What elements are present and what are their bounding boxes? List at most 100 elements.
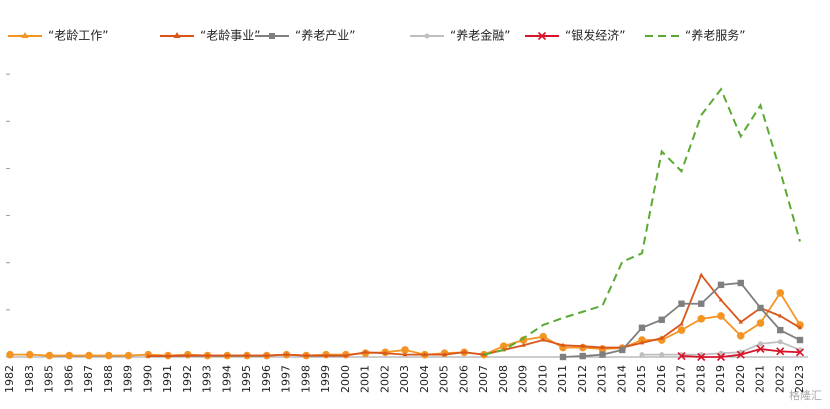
point (323, 353, 329, 358)
x-tick-label: 2005 (438, 365, 451, 393)
point (104, 351, 113, 360)
point (718, 297, 724, 302)
point (560, 342, 566, 347)
point (756, 319, 765, 327)
point (25, 350, 34, 359)
point (699, 272, 704, 277)
point (638, 324, 646, 331)
x-tick-label: 2015 (635, 365, 648, 393)
x-tick-label: 1987 (82, 365, 95, 393)
x-tick-label: 2013 (596, 365, 609, 393)
x-tick-label: 1982 (3, 365, 16, 393)
point (778, 313, 783, 318)
point (697, 315, 706, 323)
legend-label: “银发经济” (565, 28, 625, 43)
point (401, 346, 409, 354)
point (600, 345, 605, 350)
x-tick-label: 2011 (556, 365, 569, 393)
legend-marker (269, 33, 275, 39)
point (658, 316, 665, 323)
x-tick-label: 1991 (161, 365, 174, 393)
point (698, 300, 705, 307)
x-tick-label: 2022 (773, 365, 786, 393)
watermark: 格隆汇 (789, 388, 822, 402)
point (85, 351, 93, 360)
point (777, 339, 783, 345)
point (521, 342, 526, 347)
point (65, 351, 74, 360)
x-tick-label: 2012 (576, 365, 589, 393)
x-tick-label: 1992 (181, 365, 194, 393)
point (678, 300, 685, 307)
point (579, 352, 586, 360)
point (776, 347, 785, 356)
x-tick-label: 1990 (141, 365, 154, 393)
point (756, 344, 765, 354)
x-tick-label: 2021 (754, 365, 767, 393)
point (363, 349, 368, 354)
point (539, 332, 548, 341)
point (124, 351, 133, 360)
x-tick-label: 2006 (457, 365, 470, 393)
point (284, 352, 289, 357)
x-tick-label: 1993 (201, 365, 214, 393)
point (639, 352, 645, 358)
x-tick-label: 2020 (734, 365, 747, 393)
x-tick-label: 1998 (299, 365, 312, 393)
point (717, 281, 725, 289)
x-tick-label: 2002 (378, 365, 391, 393)
point (599, 351, 606, 358)
legend-item: “养老服务” (645, 28, 745, 43)
point (264, 353, 269, 358)
series-line (562, 282, 801, 358)
point (619, 346, 626, 354)
x-tick-label: 1995 (240, 365, 253, 393)
point (580, 343, 585, 348)
x-tick-label: 2023 (793, 365, 806, 393)
point (541, 337, 546, 342)
x-tick-label: 1983 (23, 365, 36, 393)
point (738, 319, 743, 324)
point (45, 351, 54, 360)
point (777, 326, 784, 334)
legend-marker (537, 31, 547, 41)
series-line (148, 273, 801, 357)
point (737, 279, 744, 287)
legend-item: “老龄工作” (8, 29, 108, 43)
x-tick-label: 1996 (260, 365, 273, 393)
legend-label: “老龄工作” (48, 29, 108, 43)
point (639, 340, 645, 345)
point (205, 353, 210, 358)
legend-item: “养老产业” (255, 28, 355, 43)
x-tick-label: 2007 (477, 365, 490, 393)
point (185, 353, 190, 358)
x-tick-label: 2001 (359, 365, 372, 393)
point (383, 350, 388, 355)
legend-label: “养老产业” (295, 28, 355, 43)
legend-label: “养老金融” (450, 28, 510, 43)
x-tick-label: 2017 (675, 365, 688, 393)
x-tick-label: 2000 (339, 365, 352, 393)
x-tick-label: 2010 (536, 365, 549, 393)
legend-label: “老龄事业” (200, 29, 260, 43)
point (697, 352, 706, 362)
x-tick-label: 1985 (43, 365, 56, 393)
point (343, 353, 348, 358)
point (717, 312, 725, 320)
point (659, 335, 664, 340)
x-tick-label: 1986 (62, 365, 75, 393)
point (796, 336, 804, 344)
point (6, 350, 14, 359)
point (736, 350, 745, 359)
x-tick-label: 2019 (714, 365, 727, 393)
x-tick-label: 1994 (220, 365, 233, 393)
x-tick-label: 1997 (280, 365, 293, 393)
point (462, 349, 467, 354)
point (797, 325, 803, 330)
x-tick-label: 1988 (102, 365, 115, 393)
point (422, 352, 427, 357)
x-tick-label: 2018 (694, 365, 707, 393)
point (146, 353, 151, 358)
point (499, 342, 508, 350)
